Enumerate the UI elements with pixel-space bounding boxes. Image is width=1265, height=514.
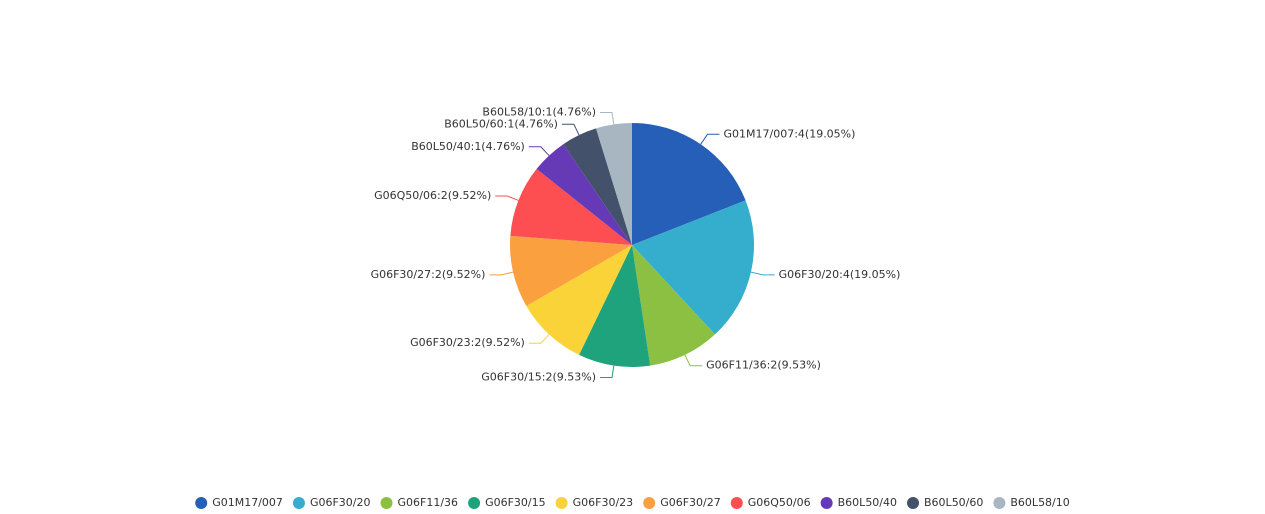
legend-label[interactable]: G06F30/27 (660, 496, 721, 509)
legend-label[interactable]: G06F30/23 (573, 496, 634, 509)
slice-label: G01M17/007:4(19.05%) (723, 127, 855, 140)
slice-label: G06Q50/06:2(9.52%) (374, 189, 491, 202)
legend-label[interactable]: B60L58/10 (1010, 496, 1069, 509)
legend-marker[interactable] (907, 497, 919, 509)
chart: G01M17/007:4(19.05%) G06F30/20:4(19.05%) G… (0, 0, 1265, 514)
label-line (600, 112, 614, 124)
slice-label: B60L50/60:1(4.76%) (444, 117, 558, 130)
legend-label[interactable]: G01M17/007 (212, 496, 283, 509)
label-line (685, 355, 702, 366)
label-line (529, 334, 549, 343)
legend-label[interactable]: B60L50/40 (838, 496, 897, 509)
legend-label[interactable]: G06Q50/06 (748, 496, 811, 509)
legend-marker[interactable] (468, 497, 480, 509)
legend-marker[interactable] (993, 497, 1005, 509)
legend-marker[interactable] (293, 497, 305, 509)
slice-label: G06F30/23:2(9.52%) (410, 336, 525, 349)
label-line (495, 196, 518, 200)
legend-label[interactable]: G06F30/20 (310, 496, 371, 509)
slice-label: G06F30/27:2(9.52%) (371, 268, 486, 281)
legend-marker[interactable] (821, 497, 833, 509)
legend-marker[interactable] (381, 497, 393, 509)
label-line (562, 124, 579, 135)
slice-label: B60L50/40:1(4.76%) (411, 140, 525, 153)
legend-marker[interactable] (195, 497, 207, 509)
legend-marker[interactable] (731, 497, 743, 509)
slice-label: G06F30/20:4(19.05%) (779, 268, 901, 281)
legend-label[interactable]: B60L50/60 (924, 496, 983, 509)
legend-label[interactable]: G06F30/15 (485, 496, 546, 509)
legend-marker[interactable] (556, 497, 568, 509)
label-line (751, 272, 775, 275)
slice-label: G06F30/15:2(9.53%) (481, 371, 596, 384)
legend-label[interactable]: G06F11/36 (398, 496, 459, 509)
label-line (489, 272, 513, 275)
label-line (600, 366, 614, 378)
label-line (701, 134, 720, 144)
legend-marker[interactable] (643, 497, 655, 509)
slice-label: G06F11/36:2(9.53%) (706, 359, 821, 372)
label-line (529, 147, 549, 156)
slice-label: B60L58/10:1(4.76%) (482, 105, 596, 118)
